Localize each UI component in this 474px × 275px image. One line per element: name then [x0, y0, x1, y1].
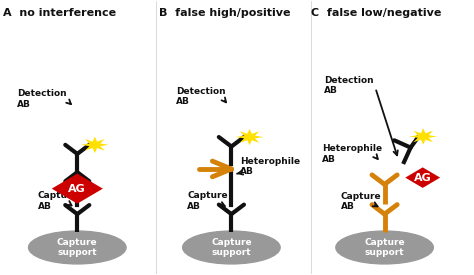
Text: Capture
support: Capture support: [365, 238, 405, 257]
Text: Capture
support: Capture support: [211, 238, 252, 257]
Text: A  no interference: A no interference: [3, 7, 116, 18]
Text: Capture
support: Capture support: [57, 238, 98, 257]
Ellipse shape: [28, 231, 126, 264]
Polygon shape: [52, 174, 103, 204]
Ellipse shape: [336, 231, 433, 264]
Polygon shape: [236, 129, 264, 145]
Text: Heterophile
AB: Heterophile AB: [322, 144, 382, 164]
Text: C  false low/negative: C false low/negative: [311, 7, 441, 18]
Polygon shape: [409, 128, 437, 145]
Text: B  false high/positive: B false high/positive: [158, 7, 290, 18]
Polygon shape: [81, 137, 109, 153]
Text: AG: AG: [414, 173, 431, 183]
Ellipse shape: [182, 231, 280, 264]
Text: Capture
AB: Capture AB: [340, 192, 381, 211]
Text: Detection
AB: Detection AB: [17, 89, 66, 109]
Text: Detection
AB: Detection AB: [176, 87, 225, 106]
Polygon shape: [405, 167, 440, 188]
Text: Detection
AB: Detection AB: [324, 76, 374, 95]
Text: AG: AG: [68, 184, 86, 194]
Text: Capture
AB: Capture AB: [187, 191, 228, 211]
Text: Capture
AB: Capture AB: [38, 191, 79, 211]
Text: Heterophile
AB: Heterophile AB: [240, 156, 300, 176]
